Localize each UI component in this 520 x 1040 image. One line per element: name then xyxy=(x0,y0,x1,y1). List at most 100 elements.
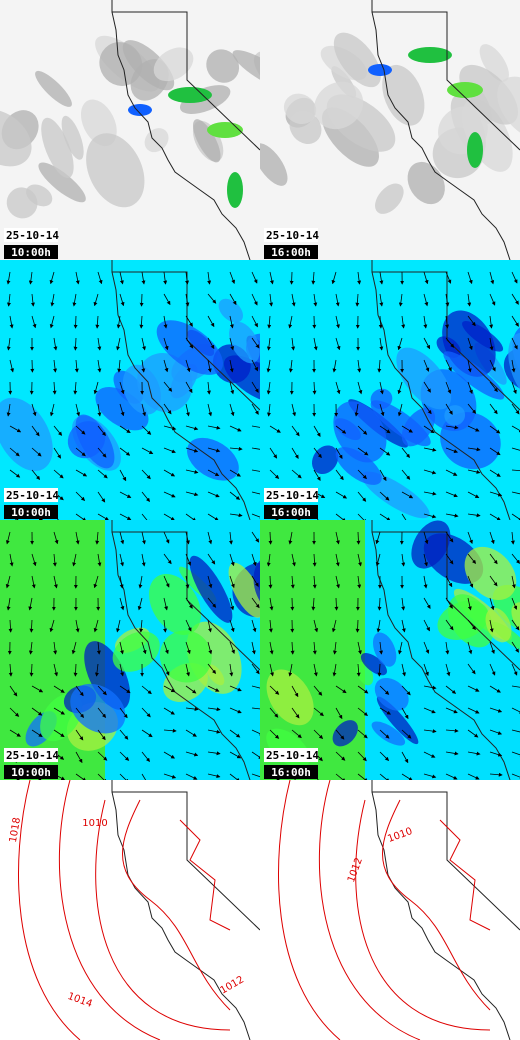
field-patch xyxy=(148,573,201,635)
wind-arrow xyxy=(207,491,220,498)
map-panel: 25-10-14 10:00h xyxy=(0,520,260,780)
wind-arrow xyxy=(93,293,99,307)
wind-arrow xyxy=(28,597,33,611)
wind-arrow xyxy=(163,728,177,733)
wind-arrow xyxy=(267,315,272,329)
wind-arrow xyxy=(116,315,121,329)
field-patch xyxy=(35,70,72,107)
wind-arrow xyxy=(332,641,337,655)
wind-arrow xyxy=(75,729,84,741)
wind-arrow xyxy=(251,729,260,736)
wind-arrow xyxy=(423,381,431,393)
wind-arrow xyxy=(445,553,454,565)
wind-arrow xyxy=(423,729,437,734)
wind-arrow xyxy=(119,469,127,482)
precip-cell xyxy=(207,122,243,138)
map-panel: 25-10-14 10:00h xyxy=(0,0,260,260)
wind-arrow xyxy=(229,425,242,432)
wind-arrow xyxy=(379,403,385,417)
wind-arrow xyxy=(119,707,128,719)
wind-arrow xyxy=(141,531,146,545)
wind-arrow xyxy=(268,619,273,633)
wind-arrow xyxy=(269,685,280,695)
wind-arrow xyxy=(31,469,41,480)
wind-arrow xyxy=(401,773,413,780)
wind-arrow xyxy=(313,663,318,677)
wind-arrow xyxy=(423,531,429,545)
wind-arrow xyxy=(75,403,81,417)
wind-arrow xyxy=(489,751,503,757)
wind-arrow xyxy=(445,381,452,394)
wind-arrow xyxy=(313,337,318,351)
wind-arrow xyxy=(291,293,296,307)
wind-arrow xyxy=(291,337,296,351)
wind-arrow xyxy=(511,553,520,564)
date-label: 25-10-14 xyxy=(6,749,59,762)
wind-arrow xyxy=(72,553,77,567)
precip-cell xyxy=(447,82,483,98)
wind-arrow xyxy=(467,641,473,655)
field-patch xyxy=(436,336,461,358)
field-patch xyxy=(464,546,517,600)
wind-arrow xyxy=(489,663,496,676)
wind-arrow xyxy=(398,293,403,307)
time-label: 16:00h xyxy=(271,246,311,259)
wind-arrow xyxy=(355,619,360,633)
map-panel: 25-10-14 16:00h xyxy=(260,520,520,780)
wind-arrow xyxy=(379,381,384,395)
field-patch xyxy=(189,555,233,623)
wind-arrow xyxy=(207,641,213,655)
wind-arrow xyxy=(511,729,520,733)
wind-arrow xyxy=(53,425,63,436)
wind-arrow xyxy=(511,381,517,395)
wind-arrow xyxy=(445,751,459,756)
wind-arrow xyxy=(75,425,86,435)
wind-arrow xyxy=(510,531,515,545)
wind-arrow xyxy=(467,513,481,518)
wind-arrow xyxy=(397,381,403,395)
wind-arrow xyxy=(229,553,235,567)
wind-arrow xyxy=(117,359,122,373)
wind-arrow xyxy=(8,663,13,677)
wind-arrow xyxy=(207,685,220,692)
wind-arrow xyxy=(445,337,455,348)
wind-arrow xyxy=(511,491,520,495)
wind-arrow xyxy=(511,641,519,653)
wind-arrow xyxy=(75,469,88,477)
date-bg xyxy=(264,228,318,242)
wind-arrow xyxy=(119,491,132,498)
wind-arrow xyxy=(207,751,221,756)
wind-arrow xyxy=(467,619,476,631)
wind-arrow xyxy=(379,751,390,762)
wind-arrow xyxy=(97,447,107,458)
wind-arrow xyxy=(75,491,86,502)
wind-arrow xyxy=(73,663,78,677)
wind-arrow xyxy=(141,403,147,417)
time-label: 10:00h xyxy=(11,506,51,519)
wind-arrow xyxy=(163,359,169,373)
wind-arrow xyxy=(97,685,107,696)
wind-arrow xyxy=(119,773,130,780)
wind-arrow xyxy=(335,315,340,329)
field-patch xyxy=(159,630,212,683)
wind-arrow xyxy=(445,663,451,677)
wind-arrow xyxy=(119,531,125,545)
wind-arrow xyxy=(511,337,518,350)
field-patch xyxy=(333,401,387,463)
wind-arrow xyxy=(378,315,383,329)
wind-arrow xyxy=(207,531,213,545)
wind-arrow xyxy=(185,729,197,737)
wind-arrow xyxy=(379,641,384,655)
wind-arrow xyxy=(489,641,495,655)
wind-arrow xyxy=(313,707,324,717)
wind-arrow xyxy=(377,359,382,373)
wind-arrow xyxy=(423,425,435,434)
wind-arrow xyxy=(467,469,481,474)
date-label: 25-10-14 xyxy=(266,229,319,242)
wind-arrow xyxy=(489,447,501,456)
wind-arrow xyxy=(288,359,293,373)
wind-arrow xyxy=(29,663,34,677)
wind-arrow xyxy=(251,337,260,349)
wind-arrow xyxy=(119,685,131,694)
